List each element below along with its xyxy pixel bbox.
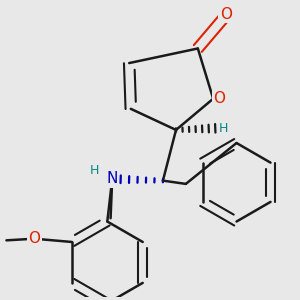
Text: H: H [89, 164, 99, 177]
Text: H: H [219, 122, 228, 135]
Text: O: O [28, 231, 40, 246]
Text: O: O [220, 7, 232, 22]
Text: O: O [213, 91, 225, 106]
Text: N: N [106, 172, 118, 187]
